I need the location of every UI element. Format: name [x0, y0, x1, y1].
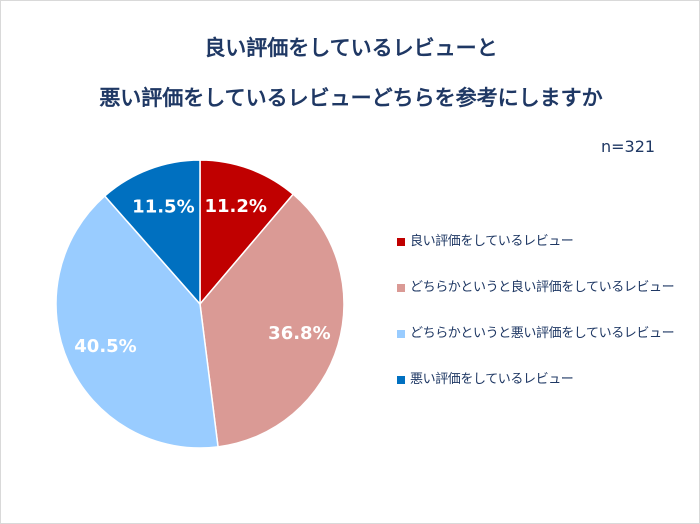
legend-swatch	[397, 238, 405, 246]
chart-title-line-2: 悪い評価をしているレビューどちらを参考にしますか	[99, 86, 603, 110]
slice-data-label: 40.5%	[74, 336, 136, 357]
sample-size-label: n=321	[601, 137, 656, 156]
slice-data-label: 36.8%	[268, 323, 330, 344]
legend-item: どちらかというと良い評価をしているレビュー	[397, 278, 697, 324]
pie-slice-2	[55, 194, 219, 449]
pie-slice-1	[199, 193, 345, 448]
legend: 良い評価をしているレビュー どちらかというと良い評価をしているレビュー どちらか…	[397, 232, 697, 416]
slice-data-label: 11.5%	[132, 197, 194, 218]
legend-swatch	[397, 330, 405, 338]
legend-label: どちらかというと良い評価をしているレビュー	[410, 280, 675, 295]
pie-slice-0	[199, 159, 295, 307]
slice-data-label: 11.2%	[204, 196, 266, 217]
legend-swatch	[397, 284, 405, 292]
pie-slice-3	[103, 159, 201, 306]
legend-item: 良い評価をしているレビュー	[397, 232, 697, 278]
legend-swatch	[397, 376, 405, 384]
legend-item: 悪い評価をしているレビュー	[397, 370, 697, 416]
legend-label: どちらかというと悪い評価をしているレビュー	[410, 326, 675, 341]
chart-title-line-1: 良い評価をしているレビューと	[204, 36, 498, 60]
legend-label: 良い評価をしているレビュー	[410, 234, 574, 249]
legend-item: どちらかというと悪い評価をしているレビュー	[397, 324, 697, 370]
legend-label: 悪い評価をしているレビュー	[410, 372, 574, 387]
